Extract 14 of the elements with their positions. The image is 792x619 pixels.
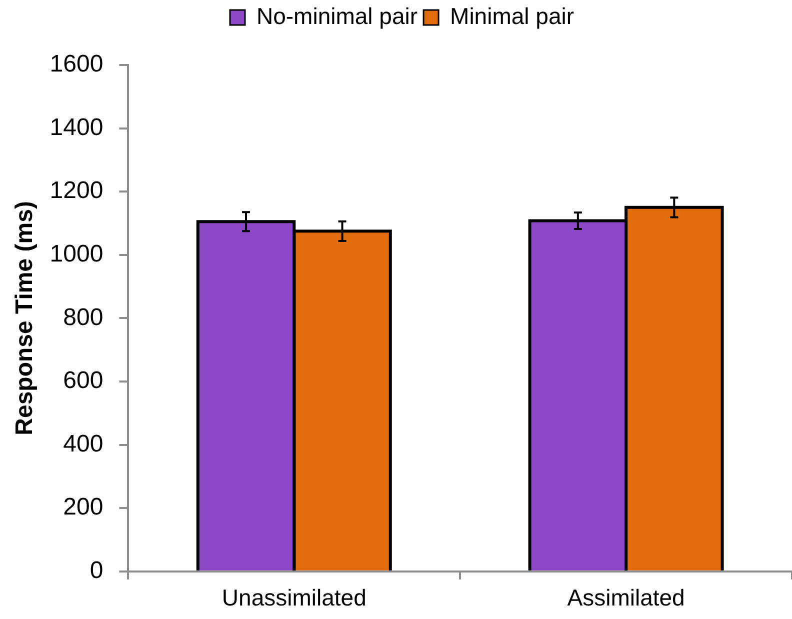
y-tick-label: 0 bbox=[90, 557, 104, 584]
y-axis-title: Response Time (ms) bbox=[11, 201, 38, 436]
y-tick-label: 1600 bbox=[50, 50, 104, 78]
y-tick-label: 200 bbox=[63, 494, 104, 521]
y-tick-label: 1200 bbox=[50, 177, 104, 204]
y-tick-label: 800 bbox=[63, 304, 104, 331]
x-tick-label: Assimilated bbox=[567, 584, 685, 611]
legend-label: Minimal pair bbox=[450, 2, 574, 29]
y-tick-label: 1000 bbox=[50, 240, 104, 268]
x-tick-label: Unassimilated bbox=[222, 584, 366, 611]
y-tick-label: 400 bbox=[63, 430, 104, 458]
y-tick-label: 600 bbox=[63, 367, 104, 394]
legend-label: No-minimal pair bbox=[256, 2, 418, 29]
y-tick-label: 1400 bbox=[50, 114, 104, 141]
